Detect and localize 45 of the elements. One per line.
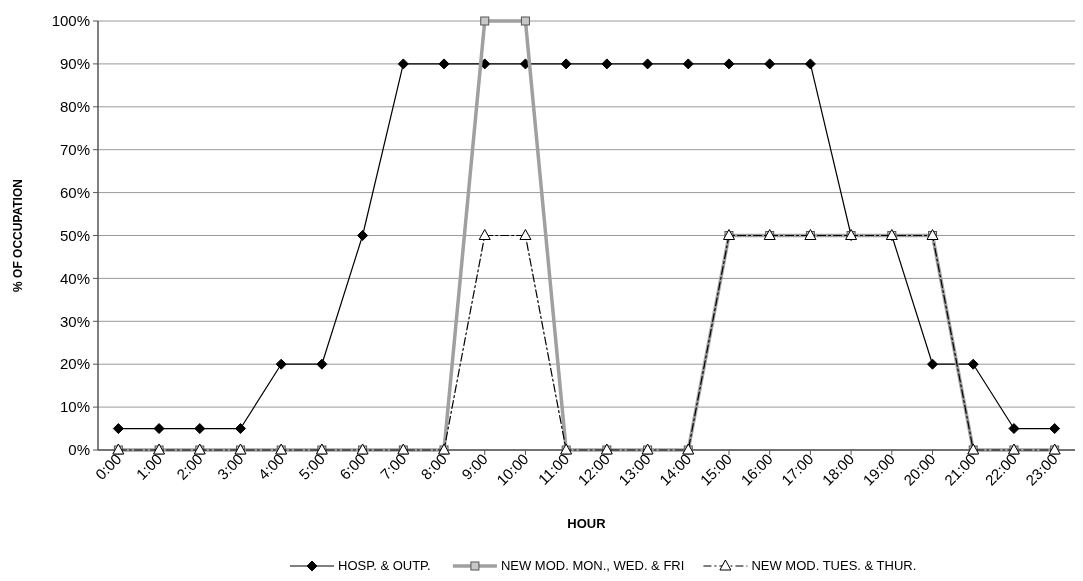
point [967,358,979,370]
y-tick-label: 100% [51,12,90,30]
x-tick-label: 6:00 [336,450,369,483]
point [682,58,694,70]
point [478,229,491,240]
point [316,358,328,370]
y-tick-label: 60% [59,183,90,201]
point [723,58,735,70]
point [112,423,124,435]
point [153,423,165,435]
point [1049,423,1061,435]
y-tick-label: 20% [59,355,90,373]
point [397,58,409,70]
y-tick-label: 80% [59,98,90,116]
legend-label: NEW MOD. TUES. & THUR. [751,558,917,573]
point [234,423,246,435]
legend-label: NEW MOD. MON., WED. & FRI [500,558,685,573]
y-tick-label: 0% [68,441,90,459]
legend-label: HOSP. & OUTP. [338,558,431,573]
x-axis-title: HOUR [567,516,607,531]
point [642,58,654,70]
point [804,58,816,70]
point [601,58,613,70]
y-tick-label: 40% [59,269,90,287]
y-tick-label: 50% [59,226,90,244]
y-tick-label: 10% [59,398,90,416]
point [520,16,530,26]
point [519,229,532,240]
point [1008,423,1020,435]
y-tick-label: 70% [59,140,90,158]
point [194,423,206,435]
y-tick-label: 30% [59,312,90,330]
x-tick-label: 4:00 [254,450,288,483]
point [560,58,572,70]
y-axis-title: % OF OCCUPATION [11,179,25,292]
x-tick-label: 7:00 [376,450,410,483]
point [357,230,369,241]
point [480,16,490,26]
point [275,358,287,370]
x-tick-label: 9:00 [458,450,491,483]
y-tick-label: 90% [59,55,90,73]
x-tick-label: 0:00 [91,450,125,483]
point [764,58,776,70]
point [927,358,939,370]
point [438,58,450,70]
